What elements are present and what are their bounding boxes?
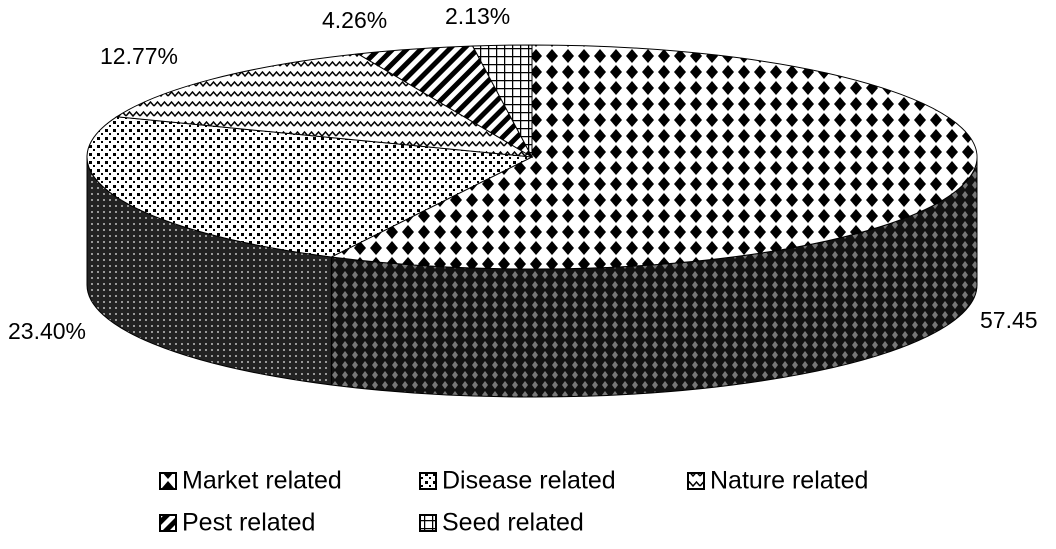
legend-swatch: [159, 472, 177, 490]
legend-swatch: [419, 514, 437, 532]
slice-top: [86, 116, 534, 258]
legend-label: Seed related: [442, 509, 584, 537]
slice-top: [471, 44, 533, 158]
legend-swatch: [159, 514, 177, 532]
data-label: 12.77%: [100, 43, 178, 69]
slice-top: [329, 44, 978, 270]
legend-label: Pest related: [182, 509, 315, 537]
legend-label: Nature related: [710, 467, 868, 495]
data-label: 4.26%: [322, 7, 387, 33]
data-label: 57.45: [980, 307, 1038, 333]
legend-label: Market related: [182, 467, 342, 495]
legend-swatch: [687, 472, 705, 490]
data-label: 2.13%: [445, 3, 510, 29]
slice-top: [115, 53, 533, 158]
legend: Market related Disease related Nature rela…: [159, 467, 868, 537]
pie-tops: [86, 44, 978, 270]
data-labels: 57.45 23.40% 12.77% 4.26% 2.13%: [8, 3, 1038, 344]
data-label: 23.40%: [8, 318, 86, 344]
legend-swatch: [419, 472, 437, 490]
legend-label: Disease related: [442, 467, 616, 495]
